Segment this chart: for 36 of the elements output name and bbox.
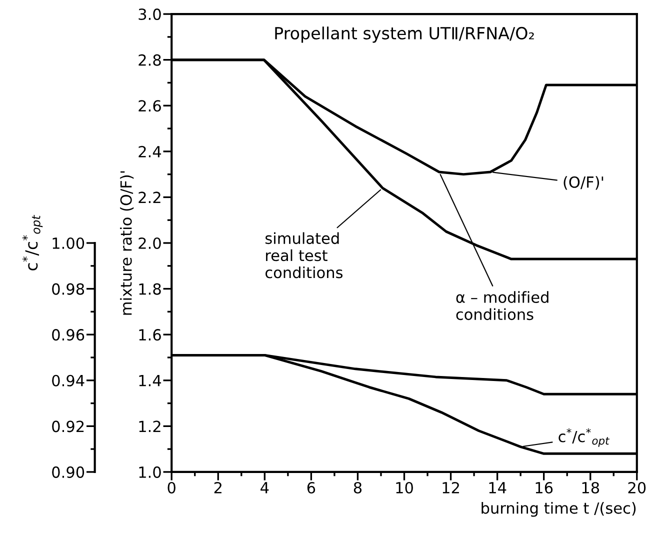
x-axis-title: burning time t /(sec) (482, 502, 636, 517)
x-tick-label: 0 (168, 482, 176, 494)
x-tick-label: 14 (489, 482, 506, 494)
x-tick-label: 6 (307, 482, 316, 494)
y2-tick-label: 0.90 (52, 466, 84, 478)
annotation: α – modified conditions (456, 291, 548, 320)
y2-axis-title: c$^{*}$/c$^{*}$$_{opt}$ (22, 214, 43, 270)
x-tick-label: 4 (260, 482, 269, 494)
x-tick-label: 2 (214, 482, 222, 494)
text: Propellant system UTⅡ/RFNA/O₂ (275, 26, 534, 43)
y2-tick-label: 0.96 (52, 329, 84, 341)
y2-tick-label: 0.98 (52, 283, 84, 295)
y-tick-label: 3.0 (138, 8, 161, 20)
y-tick-label: 2.4 (138, 146, 162, 158)
annotation: c$^{*}$/c$^{*}$$_{opt}$ (558, 428, 610, 447)
y2-tick-label: 0.94 (52, 374, 84, 386)
y-tick-label: 1.2 (139, 420, 160, 432)
y-tick-label: 2.8 (138, 54, 161, 66)
x-tick-label: 16 (536, 482, 553, 494)
y-axis-title: mixture ratio (O/F)' (120, 171, 134, 315)
x-tick-label: 10 (396, 482, 413, 494)
y2-tick-label: 0.92 (52, 420, 84, 432)
x-tick-label: 12 (442, 482, 459, 494)
x-tick-label: 8 (354, 482, 362, 494)
x-tick-label: 20 (628, 482, 646, 494)
y-tick-label: 1.0 (139, 466, 161, 478)
y-tick-label: 1.8 (139, 283, 161, 295)
y-tick-label: 1.4 (139, 375, 162, 386)
y-tick-label: 2.6 (138, 100, 161, 112)
y-tick-label: 1.6 (139, 329, 161, 341)
annotation: simulated real test conditions (265, 232, 343, 278)
y-tick-label: 2.2 (138, 192, 160, 204)
annotation: (O/F)' (564, 176, 604, 190)
y2-tick-label: 1.00 (52, 237, 84, 250)
y-tick-label: 2.0 (138, 237, 161, 250)
x-tick-label: 18 (582, 482, 600, 494)
